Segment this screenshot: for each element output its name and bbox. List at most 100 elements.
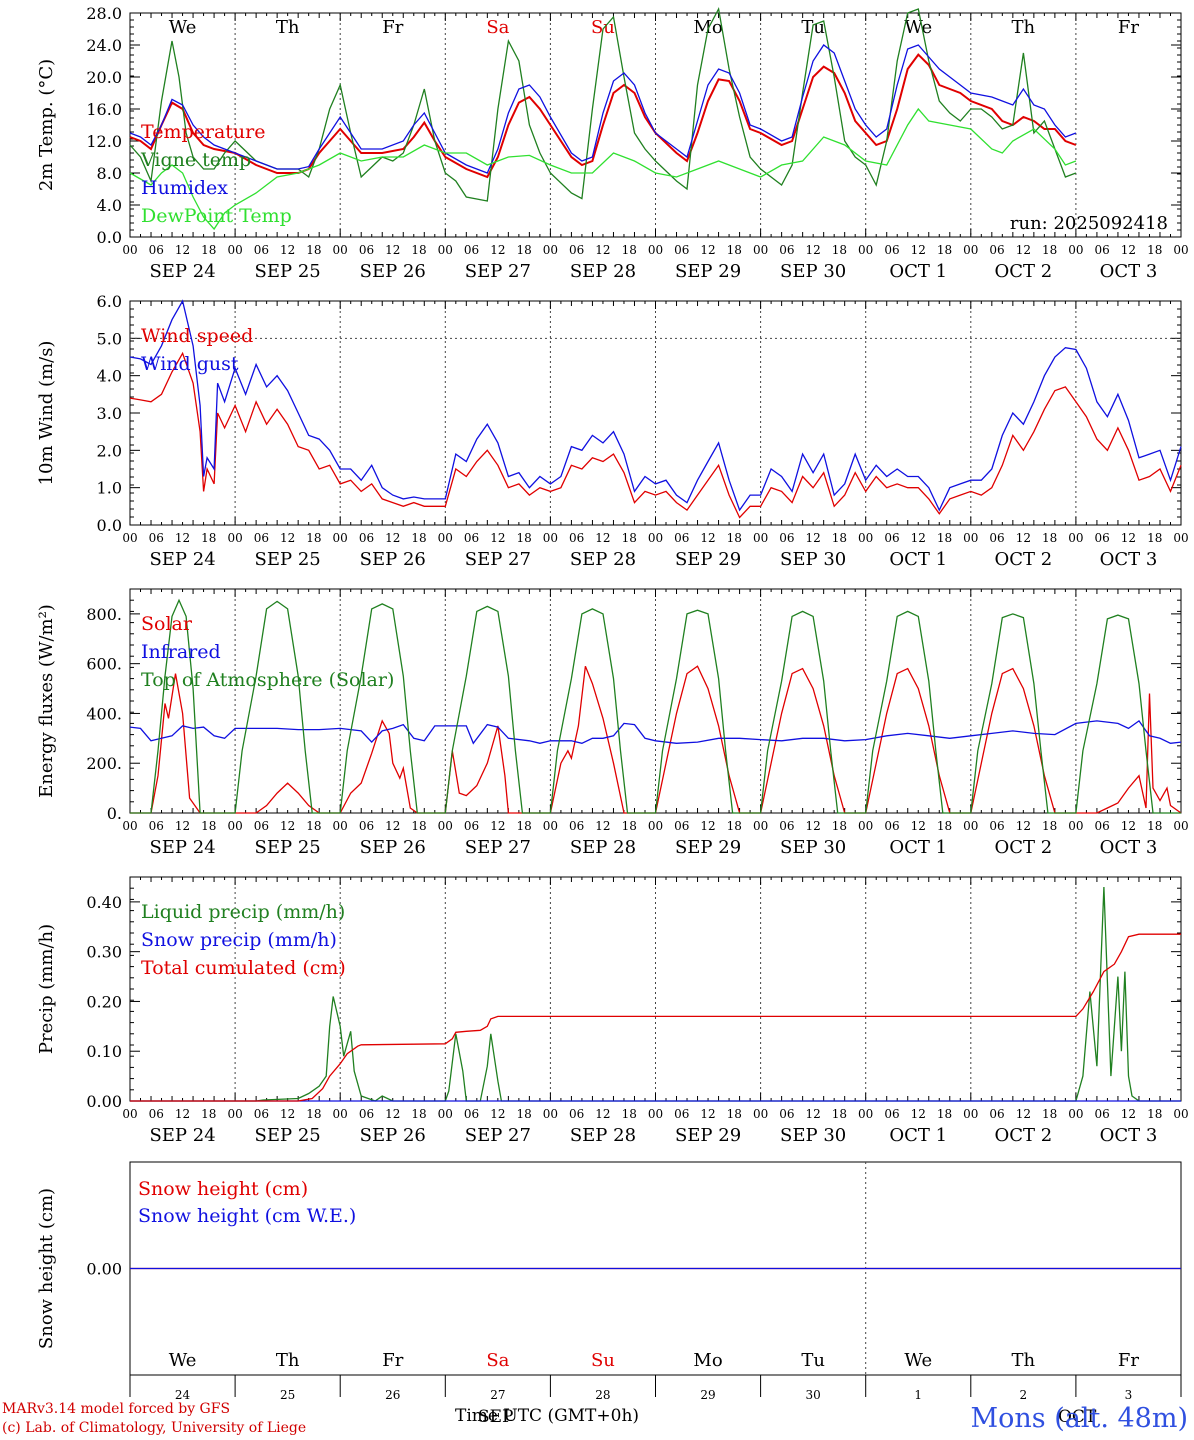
hour-tick-label: 18 — [1147, 1107, 1162, 1121]
hour-tick-label: 06 — [989, 819, 1004, 833]
hour-tick-label: 00 — [963, 243, 978, 257]
hour-tick-label: 12 — [385, 819, 400, 833]
hour-tick-label: 00 — [227, 243, 242, 257]
hour-tick-label: 06 — [359, 531, 374, 545]
hour-tick-label: 18 — [937, 1107, 952, 1121]
hour-tick-label: 18 — [1042, 531, 1057, 545]
hour-tick-label: 06 — [359, 243, 374, 257]
day-name-label: Sa — [486, 1350, 509, 1371]
date-label: SEP 30 — [780, 261, 846, 282]
y-tick-label: 0.0 — [97, 228, 122, 247]
hour-tick-label: 18 — [1042, 819, 1057, 833]
hour-tick-label: 00 — [963, 1107, 978, 1121]
y-tick-label: 6.0 — [97, 292, 122, 311]
day-name-label: We — [169, 17, 197, 38]
hour-tick-label: 18 — [516, 531, 531, 545]
hour-tick-label: 00 — [1173, 243, 1188, 257]
hour-tick-label: 06 — [464, 531, 479, 545]
hour-tick-label: 00 — [648, 819, 663, 833]
hour-tick-label: 12 — [175, 243, 190, 257]
hour-tick-label: 12 — [700, 531, 715, 545]
date-label: OCT 2 — [994, 837, 1052, 858]
date-label: SEP 27 — [465, 837, 531, 858]
hour-tick-label: 00 — [648, 1107, 663, 1121]
day-number-label: 1 — [914, 1388, 922, 1402]
hour-tick-label: 00 — [1068, 1107, 1083, 1121]
date-label: SEP 24 — [149, 261, 215, 282]
day-number-label: 30 — [806, 1388, 821, 1402]
hour-tick-label: 18 — [411, 243, 426, 257]
hour-tick-label: 00 — [543, 1107, 558, 1121]
hour-tick-label: 06 — [1095, 531, 1110, 545]
hour-tick-label: 12 — [385, 531, 400, 545]
hour-tick-label: 18 — [937, 531, 952, 545]
day-name-label: We — [904, 17, 932, 38]
y-axis-label: 10m Wind (m/s) — [36, 341, 57, 486]
y-tick-label: 20.0 — [86, 68, 122, 87]
date-label: SEP 27 — [465, 1125, 531, 1146]
date-label: SEP 25 — [255, 261, 321, 282]
date-label: SEP 27 — [465, 261, 531, 282]
y-axis-label: Precip (mm/h) — [36, 924, 57, 1054]
y-tick-label: 0.30 — [86, 943, 122, 962]
hour-tick-label: 18 — [411, 531, 426, 545]
hour-tick-label: 12 — [1121, 531, 1136, 545]
y-tick-label: 0.00 — [86, 1260, 122, 1279]
hour-tick-label: 00 — [963, 531, 978, 545]
date-label: OCT 3 — [1100, 261, 1158, 282]
hour-tick-label: 06 — [464, 1107, 479, 1121]
legend-vigne-temp: Vigne temp — [140, 149, 251, 171]
day-name-label: Fr — [1118, 17, 1139, 38]
hour-tick-label: 06 — [149, 1107, 164, 1121]
series-line-wind-gust — [129, 299, 1182, 512]
hour-tick-label: 00 — [333, 531, 348, 545]
hour-tick-label: 00 — [753, 819, 768, 833]
hour-tick-label: 18 — [306, 819, 321, 833]
hour-tick-label: 12 — [280, 531, 295, 545]
hour-tick-label: 00 — [333, 243, 348, 257]
legend-humidex: Humidex — [141, 177, 228, 199]
date-label: SEP 28 — [570, 261, 636, 282]
day-name-label: Fr — [382, 1350, 403, 1371]
y-tick-label: 4.0 — [97, 367, 122, 386]
hour-tick-label: 18 — [1147, 819, 1162, 833]
y-tick-label: 4.0 — [97, 196, 122, 215]
hour-tick-label: 00 — [753, 243, 768, 257]
y-tick-label: 0.10 — [86, 1042, 122, 1061]
hour-tick-label: 06 — [674, 243, 689, 257]
hour-tick-label: 18 — [622, 531, 637, 545]
hour-tick-label: 06 — [884, 531, 899, 545]
series-line-infrared — [129, 719, 1182, 745]
hour-tick-label: 12 — [806, 819, 821, 833]
hour-tick-label: 18 — [306, 243, 321, 257]
date-label: SEP 29 — [675, 261, 741, 282]
hour-tick-label: 00 — [1068, 819, 1083, 833]
hour-tick-label: 00 — [1173, 531, 1188, 545]
hour-tick-label: 12 — [1121, 819, 1136, 833]
run-label: run: 2025092418 — [1010, 213, 1168, 234]
hour-tick-label: 12 — [385, 243, 400, 257]
y-tick-label: 1.0 — [97, 479, 122, 498]
hour-tick-label: 06 — [359, 1107, 374, 1121]
y-tick-label: 28.0 — [86, 4, 122, 23]
date-label: OCT 1 — [889, 261, 947, 282]
date-label: SEP 28 — [570, 549, 636, 570]
hour-tick-label: 12 — [595, 819, 610, 833]
hour-tick-label: 12 — [175, 531, 190, 545]
day-number-label: 25 — [280, 1388, 295, 1402]
hour-tick-label: 18 — [411, 819, 426, 833]
y-tick-label: 2.0 — [97, 441, 122, 460]
hour-tick-label: 06 — [359, 819, 374, 833]
month-label: SEP — [478, 1407, 514, 1427]
date-label: OCT 2 — [994, 1125, 1052, 1146]
hour-tick-label: 06 — [569, 1107, 584, 1121]
hour-tick-label: 06 — [989, 531, 1004, 545]
hour-tick-label: 06 — [884, 243, 899, 257]
legend-temperature: Temperature — [141, 121, 265, 143]
hour-tick-label: 06 — [1095, 819, 1110, 833]
hour-tick-label: 00 — [1173, 1107, 1188, 1121]
hour-tick-label: 06 — [254, 819, 269, 833]
legend-solar: Solar — [141, 613, 193, 635]
hour-tick-label: 12 — [175, 819, 190, 833]
date-label: SEP 24 — [149, 549, 215, 570]
